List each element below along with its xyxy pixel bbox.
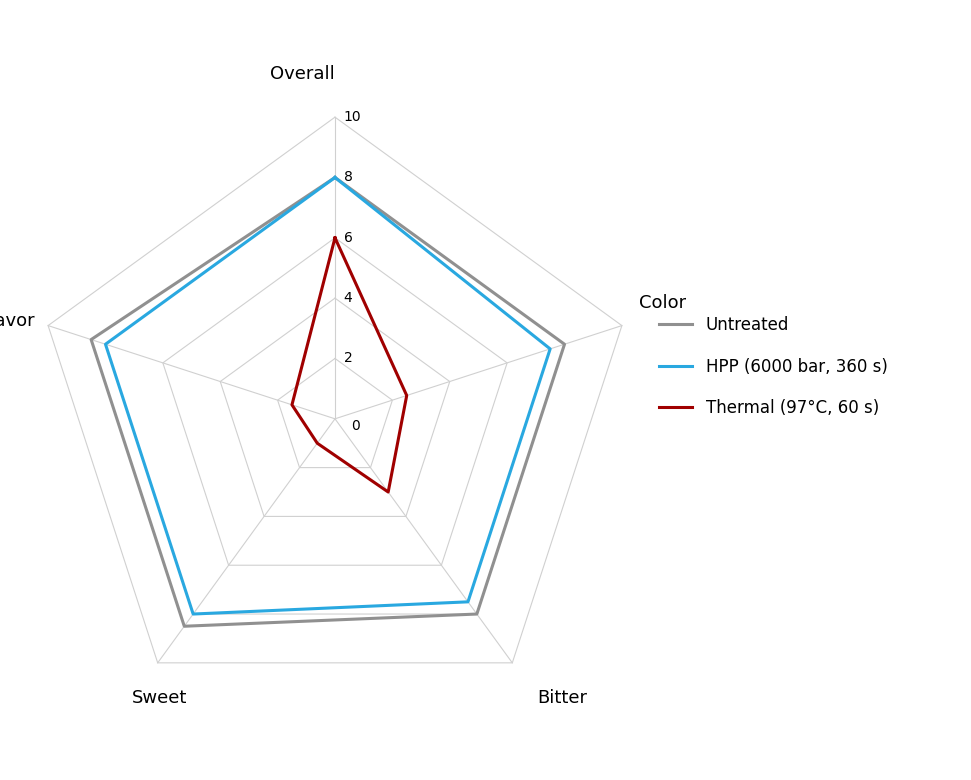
Text: Sweet: Sweet — [132, 689, 187, 707]
Text: Overall: Overall — [270, 65, 335, 83]
Legend: Untreated, HPP (6000 bar, 360 s), Thermal (97°C, 60 s): Untreated, HPP (6000 bar, 360 s), Therma… — [659, 316, 887, 417]
Text: 10: 10 — [344, 110, 361, 124]
Text: 0: 0 — [351, 419, 359, 433]
Text: Color: Color — [639, 294, 686, 312]
Text: Bitter: Bitter — [538, 689, 587, 707]
Text: 8: 8 — [344, 171, 352, 185]
Text: Flavor: Flavor — [0, 312, 35, 330]
Text: 4: 4 — [344, 291, 352, 305]
Text: 2: 2 — [344, 352, 352, 366]
Text: 6: 6 — [344, 231, 352, 245]
